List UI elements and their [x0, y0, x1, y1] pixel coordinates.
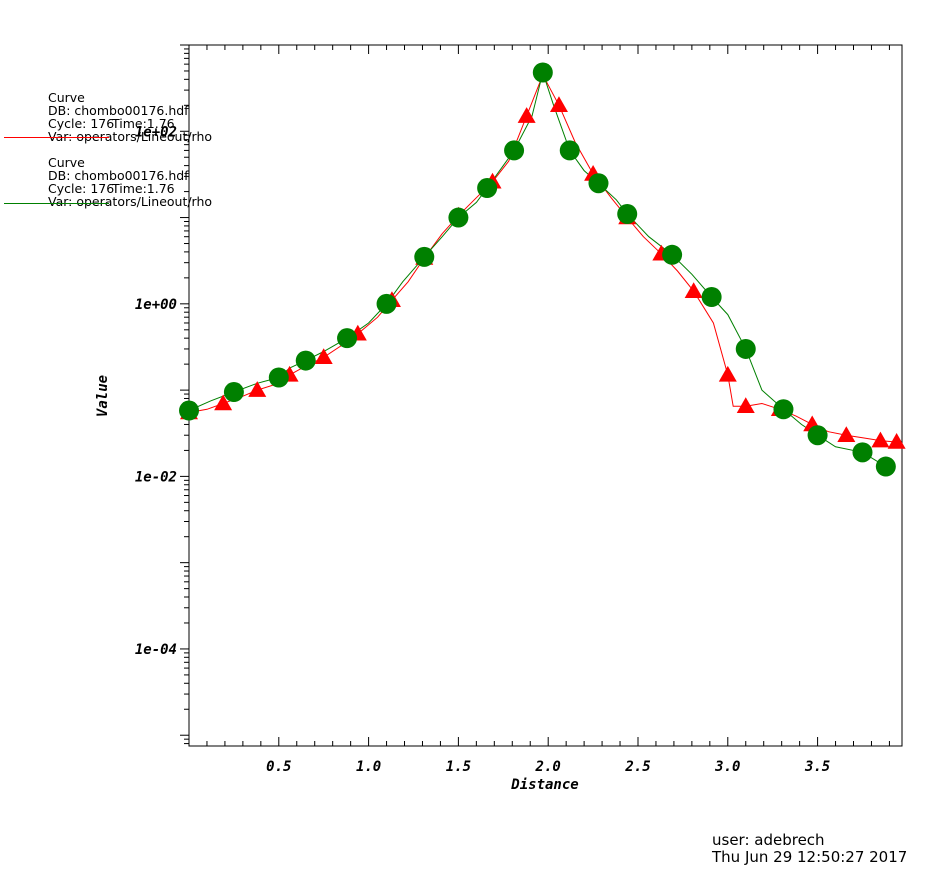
y-tick-label: 1e+00 — [135, 297, 177, 313]
data-point-triangle — [887, 433, 906, 449]
data-point-circle — [376, 293, 397, 314]
data-point-triangle — [871, 431, 890, 448]
data-point-circle — [532, 62, 553, 83]
data-point-triangle — [314, 348, 333, 365]
data-point-circle — [588, 173, 609, 194]
data-point-circle — [662, 244, 683, 265]
legend-time: Time:1.76 — [112, 116, 175, 131]
y-tick-label: 1e-04 — [135, 642, 177, 658]
timestamp: Thu Jun 29 12:50:27 2017 — [712, 848, 908, 866]
data-point-triangle — [248, 381, 267, 397]
data-point-circle — [179, 400, 199, 421]
series-line-0 — [188, 73, 897, 443]
y-tick-label: 1e-02 — [135, 469, 177, 485]
data-point-circle — [477, 178, 498, 199]
data-point-circle — [414, 246, 435, 267]
x-tick-labels: 0.5 1.0 1.5 2.0 2.5 3.0 3.5 — [266, 759, 830, 775]
data-point-circle — [295, 350, 316, 371]
legend-db: DB: chombo00176.hdf — [48, 168, 189, 183]
legend-var: Var: operators/Lineout/rho — [48, 194, 213, 209]
legend-time: Time:1.76 — [112, 181, 175, 196]
data-point-circle — [223, 382, 244, 403]
data-point-circle — [735, 338, 756, 359]
data-point-circle — [504, 140, 525, 161]
data-point-circle — [559, 140, 580, 161]
y-tick-labels: 1e-04 1e-02 1e+00 1e+02 — [135, 124, 177, 658]
x-tick-label: 1.0 — [356, 759, 381, 775]
data-point-circle — [773, 399, 794, 420]
user-name: user: adebrech — [712, 831, 825, 849]
data-point-circle — [617, 203, 638, 224]
x-tick-label: 0.5 — [266, 759, 291, 775]
legend-db: DB: chombo00176.hdf — [48, 103, 189, 118]
data-point-circle — [268, 367, 289, 388]
x-tick-label: 2.5 — [624, 759, 650, 775]
plot-frame — [188, 44, 903, 747]
user-info: user: adebrech Thu Jun 29 12:50:27 2017 — [712, 832, 907, 866]
data-point-triangle — [214, 394, 233, 411]
x-tick-label: 3.0 — [714, 759, 740, 775]
data-point-circle — [875, 456, 896, 477]
axis-ticks — [180, 44, 890, 746]
y-axis-label: Value — [95, 375, 111, 417]
legend-title: Curve — [48, 90, 85, 105]
data-point-circle — [448, 207, 469, 228]
x-tick-label: 3.5 — [804, 759, 830, 775]
data-point-triangle — [837, 426, 856, 442]
legend-swatch — [4, 137, 109, 138]
data-point-triangle — [684, 282, 703, 298]
legend-entry-green: Curve DB: chombo00176.hdf Cycle: 176 Tim… — [4, 156, 234, 216]
data-point-triangle — [549, 96, 568, 113]
data-point-triangle — [517, 107, 536, 123]
data-point-circle — [337, 328, 358, 349]
legend-title: Curve — [48, 155, 85, 170]
legend-swatch — [4, 203, 109, 204]
data-point-circle — [807, 425, 828, 446]
series-markers — [179, 62, 906, 477]
y-tick-label: 1e+02 — [135, 124, 177, 140]
data-point-triangle — [736, 397, 755, 414]
legend-entry-red: Curve DB: chombo00176.hdf Cycle: 176 Tim… — [4, 91, 234, 151]
series-line-1 — [188, 70, 887, 468]
x-tick-label: 2.0 — [535, 759, 561, 775]
legend-cycle: Cycle: 176 — [48, 116, 115, 131]
data-point-circle — [701, 287, 722, 308]
legend-var: Var: operators/Lineout/rho — [48, 129, 213, 144]
legend-cycle: Cycle: 176 — [48, 181, 115, 196]
data-point-triangle — [718, 365, 737, 382]
data-point-circle — [852, 442, 873, 463]
x-tick-label: 1.5 — [446, 759, 471, 775]
x-axis-label: Distance — [510, 777, 578, 793]
